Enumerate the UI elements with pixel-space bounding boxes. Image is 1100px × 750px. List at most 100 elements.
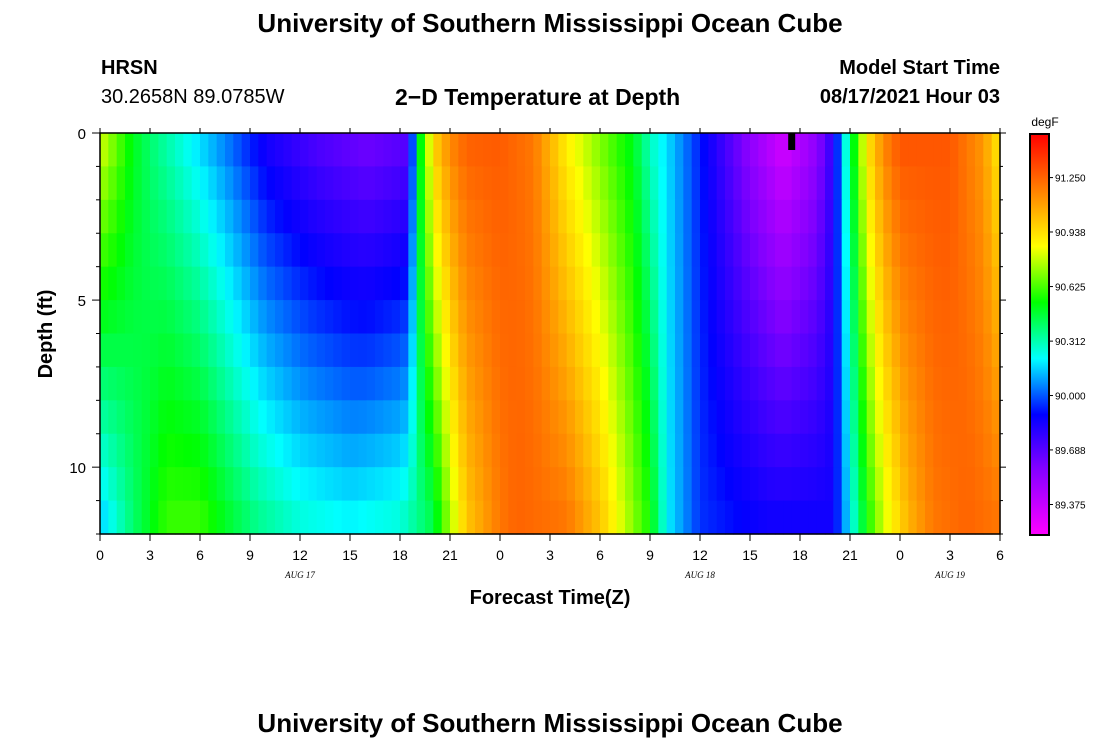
heatmap-cell bbox=[425, 333, 434, 368]
heatmap-cell bbox=[150, 467, 159, 502]
heatmap-cell bbox=[275, 366, 284, 401]
heatmap-cell bbox=[775, 133, 784, 168]
heatmap-cell bbox=[633, 333, 643, 368]
heatmap-cell bbox=[416, 400, 426, 435]
heatmap-cell bbox=[783, 400, 793, 435]
heatmap-cell bbox=[175, 133, 184, 168]
heatmap-cell bbox=[883, 133, 893, 168]
heatmap-cell bbox=[591, 333, 601, 368]
heatmap-cell bbox=[625, 467, 634, 502]
heatmap-cell bbox=[950, 300, 959, 335]
heatmap-cell bbox=[600, 133, 609, 168]
heatmap-cell bbox=[991, 133, 1001, 168]
heatmap-cell bbox=[866, 333, 876, 368]
heatmap-cell bbox=[291, 300, 301, 335]
heatmap-cell bbox=[558, 233, 568, 268]
heatmap-cell bbox=[283, 166, 293, 201]
heatmap-cell bbox=[558, 199, 568, 234]
heatmap-cell bbox=[425, 366, 434, 401]
heatmap-cell bbox=[125, 400, 134, 435]
heatmap-cell bbox=[750, 166, 759, 201]
heatmap-cell bbox=[300, 133, 309, 168]
heatmap-cell bbox=[975, 233, 984, 268]
heatmap-cell bbox=[583, 400, 593, 435]
heatmap-cell bbox=[433, 467, 443, 502]
heatmap-cell bbox=[725, 233, 734, 268]
heatmap-cell bbox=[416, 166, 426, 201]
heatmap-cell bbox=[533, 366, 543, 401]
heatmap-cell bbox=[575, 166, 584, 201]
heatmap-cell bbox=[375, 166, 384, 201]
heatmap-cell bbox=[166, 133, 176, 168]
heatmap-cell bbox=[466, 300, 476, 335]
heatmap-cell bbox=[375, 133, 384, 168]
heatmap-cell bbox=[125, 467, 134, 502]
heatmap-cell bbox=[133, 300, 143, 335]
heatmap-cell bbox=[600, 500, 609, 535]
heatmap-cell bbox=[550, 400, 559, 435]
heatmap-cell bbox=[191, 166, 201, 201]
heatmap-cell bbox=[858, 166, 868, 201]
heatmap-cell bbox=[333, 133, 343, 168]
heatmap-cell bbox=[708, 366, 718, 401]
heatmap-cell bbox=[433, 433, 443, 468]
heatmap-cell bbox=[266, 333, 276, 368]
heatmap-cell bbox=[150, 266, 159, 301]
heatmap-cell bbox=[600, 166, 609, 201]
heatmap-cell bbox=[758, 333, 768, 368]
heatmap-cell bbox=[983, 233, 993, 268]
heatmap-cell bbox=[800, 433, 809, 468]
heatmap-cell bbox=[533, 300, 543, 335]
heatmap-cell bbox=[241, 467, 251, 502]
heatmap-cell bbox=[150, 233, 159, 268]
heatmap-cell bbox=[808, 133, 818, 168]
heatmap-cell bbox=[800, 166, 809, 201]
heatmap-cell bbox=[100, 199, 109, 234]
heatmap-cell bbox=[300, 500, 309, 535]
heatmap-cell bbox=[758, 166, 768, 201]
heatmap-cell bbox=[941, 333, 951, 368]
heatmap-cell bbox=[600, 467, 609, 502]
heatmap-cell bbox=[133, 433, 143, 468]
heatmap-cell bbox=[741, 199, 751, 234]
heatmap-cell bbox=[516, 233, 526, 268]
heatmap-cell bbox=[483, 433, 493, 468]
heatmap-cell bbox=[733, 133, 743, 168]
heatmap-cell bbox=[750, 300, 759, 335]
heatmap-cell bbox=[216, 400, 226, 435]
heatmap-cell bbox=[233, 500, 243, 535]
heatmap-cell bbox=[558, 333, 568, 368]
heatmap-cell bbox=[891, 400, 901, 435]
heatmap-cell bbox=[400, 400, 409, 435]
heatmap-cell bbox=[783, 233, 793, 268]
heatmap-cell bbox=[266, 300, 276, 335]
heatmap-cell bbox=[758, 233, 768, 268]
heatmap-cell bbox=[500, 333, 509, 368]
heatmap-cell bbox=[250, 333, 259, 368]
heatmap-cell bbox=[158, 300, 168, 335]
heatmap-cell bbox=[608, 333, 618, 368]
heatmap-cell bbox=[816, 467, 826, 502]
heatmap-cell bbox=[425, 400, 434, 435]
heatmap-cell bbox=[816, 166, 826, 201]
heatmap-cell bbox=[275, 300, 284, 335]
heatmap-cell bbox=[400, 266, 409, 301]
heatmap-cell bbox=[941, 233, 951, 268]
heatmap-cell bbox=[525, 266, 534, 301]
x-tick-label: 18 bbox=[792, 547, 808, 563]
heatmap-cell bbox=[633, 300, 643, 335]
heatmap-cell bbox=[616, 467, 626, 502]
heatmap-cell bbox=[250, 300, 259, 335]
heatmap-cell bbox=[333, 467, 343, 502]
heatmap-cell bbox=[266, 467, 276, 502]
heatmap-cell bbox=[650, 266, 659, 301]
heatmap-cell bbox=[450, 233, 459, 268]
heatmap-cell bbox=[616, 300, 626, 335]
heatmap-cell bbox=[191, 333, 201, 368]
heatmap-cell bbox=[900, 133, 909, 168]
heatmap-cell bbox=[525, 366, 534, 401]
heatmap-cell bbox=[891, 500, 901, 535]
heatmap-cell bbox=[741, 300, 751, 335]
heatmap-cell bbox=[875, 366, 884, 401]
heatmap-cell bbox=[975, 433, 984, 468]
